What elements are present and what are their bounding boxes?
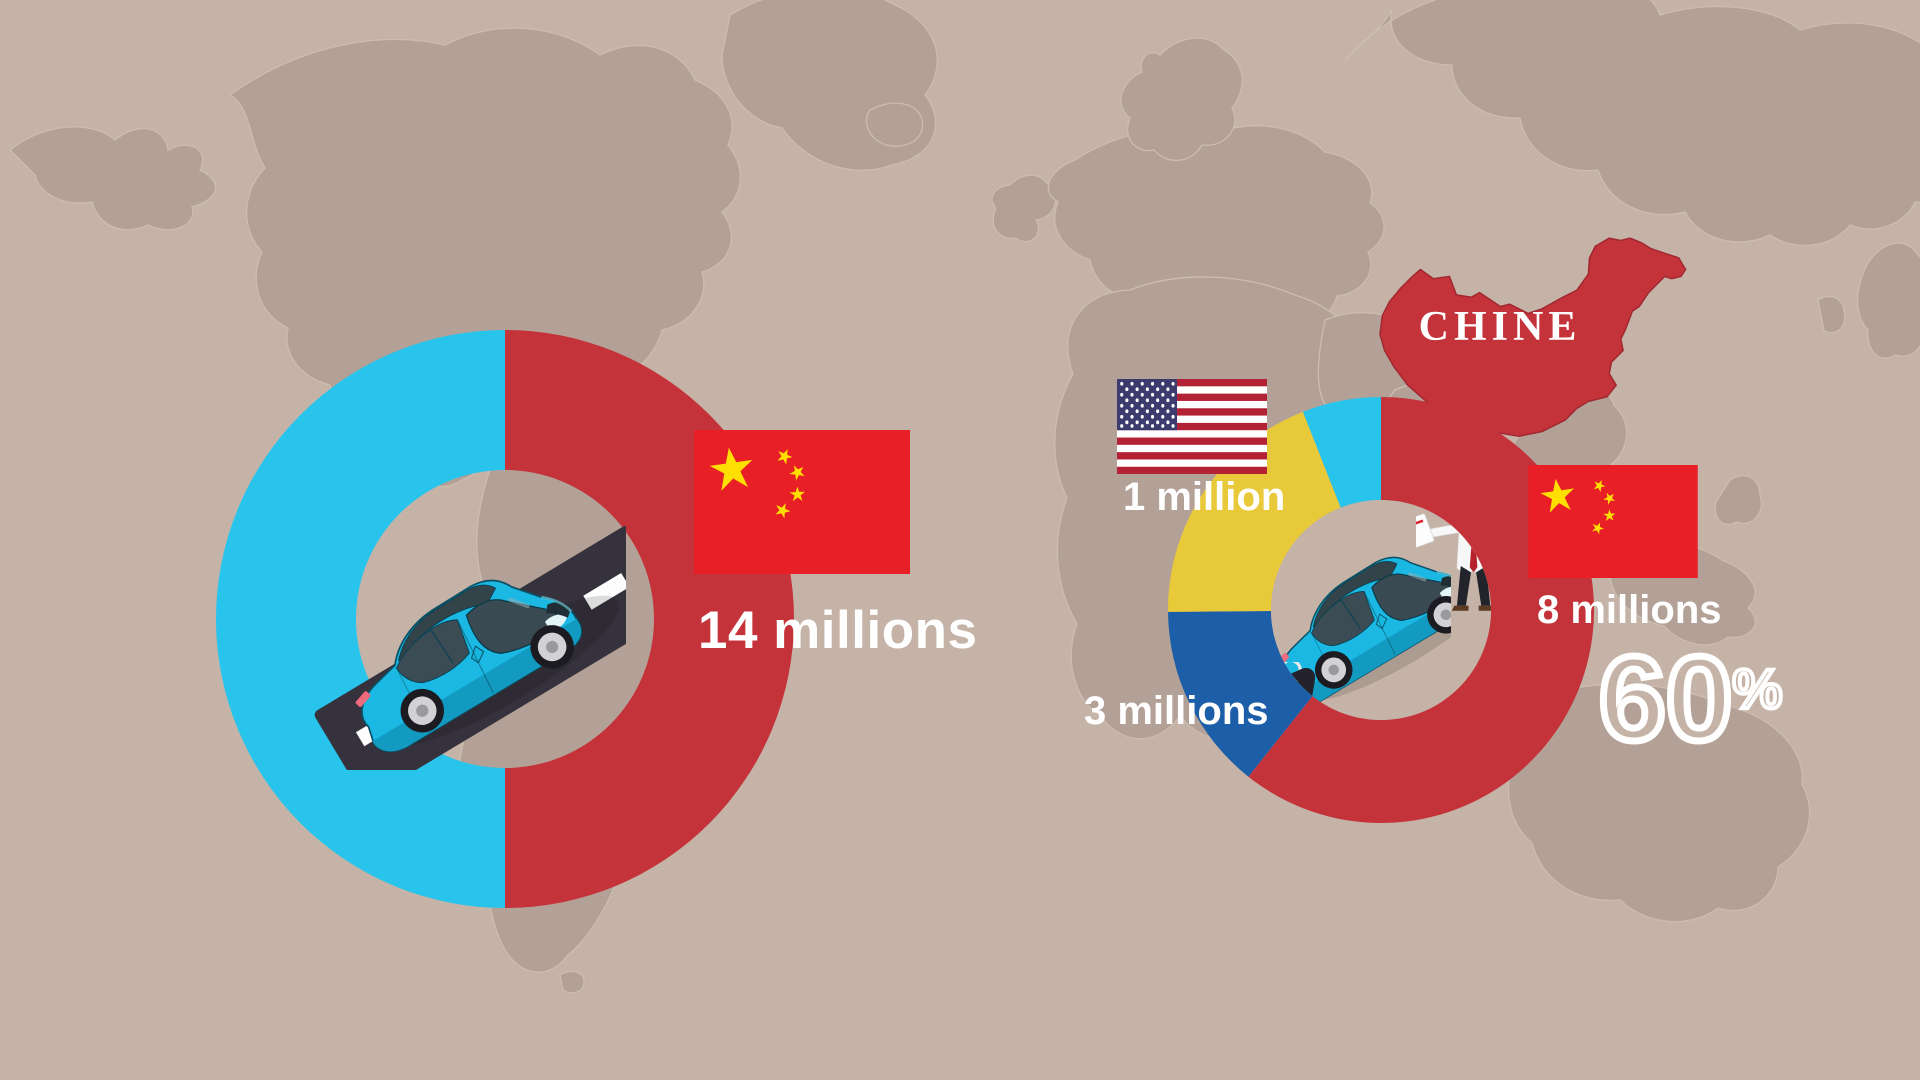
- svg-text:CHINE: CHINE: [1419, 304, 1582, 350]
